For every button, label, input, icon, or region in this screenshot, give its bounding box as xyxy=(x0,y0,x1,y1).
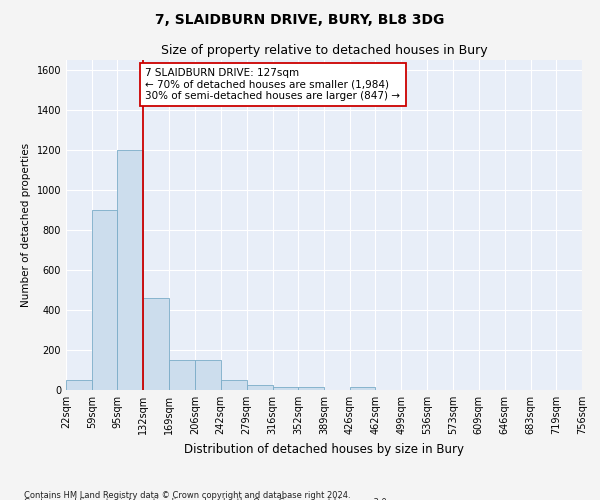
Bar xyxy=(247,385,272,390)
Bar xyxy=(272,387,298,390)
Bar xyxy=(66,380,92,390)
Text: Contains public sector information licensed under the Open Government Licence v3: Contains public sector information licen… xyxy=(24,498,389,500)
Text: Contains HM Land Registry data © Crown copyright and database right 2024.: Contains HM Land Registry data © Crown c… xyxy=(24,490,350,500)
Bar xyxy=(169,360,196,390)
Bar xyxy=(92,210,118,390)
Text: 7, SLAIDBURN DRIVE, BURY, BL8 3DG: 7, SLAIDBURN DRIVE, BURY, BL8 3DG xyxy=(155,12,445,26)
Bar xyxy=(118,150,143,390)
Y-axis label: Number of detached properties: Number of detached properties xyxy=(21,143,31,307)
Text: 7 SLAIDBURN DRIVE: 127sqm
← 70% of detached houses are smaller (1,984)
30% of se: 7 SLAIDBURN DRIVE: 127sqm ← 70% of detac… xyxy=(145,68,400,101)
Bar xyxy=(350,387,376,390)
Bar xyxy=(221,380,247,390)
Bar xyxy=(143,298,169,390)
Bar xyxy=(298,387,324,390)
X-axis label: Distribution of detached houses by size in Bury: Distribution of detached houses by size … xyxy=(184,442,464,456)
Bar xyxy=(196,360,221,390)
Title: Size of property relative to detached houses in Bury: Size of property relative to detached ho… xyxy=(161,44,487,58)
